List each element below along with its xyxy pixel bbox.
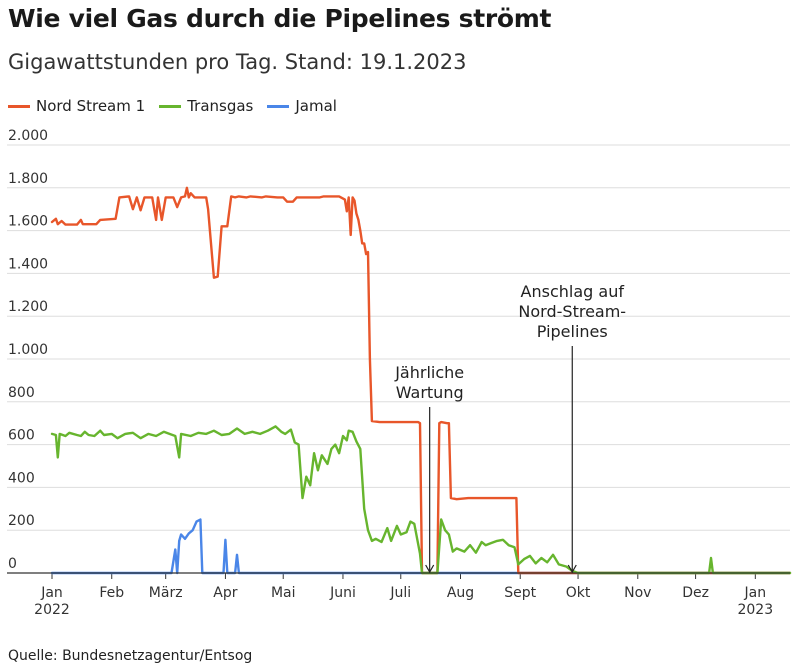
- legend-swatch-transgas: [159, 104, 182, 108]
- y-tick-label: 600: [8, 428, 35, 444]
- x-tick-label: Jan: [40, 585, 63, 601]
- source-note: Quelle: Bundesnetzagentur/Entsog: [8, 648, 253, 664]
- x-tick-label: Feb: [99, 585, 124, 601]
- x-tick-label: Nov: [624, 585, 651, 601]
- chart-title: Wie viel Gas durch die Pipelines strömt: [8, 4, 552, 33]
- legend-item-transgas: Transgas: [159, 97, 253, 115]
- line-chart: 0 200 400 600 800 1.000 1.200 1.400 1.600 1.800 2.…: [7, 128, 792, 618]
- y-tick-label: 1.200: [8, 299, 48, 315]
- annotation-arrow-head: [425, 564, 435, 574]
- series-line-transgas: [50, 425, 792, 575]
- x-tick-label: Juli: [389, 585, 411, 601]
- x-tick-label: Apr: [213, 585, 237, 601]
- legend: Nord Stream 1 Transgas Jamal: [8, 97, 337, 115]
- annotation-text: Pipelines: [537, 322, 608, 341]
- annotation-arrow-head: [567, 564, 577, 574]
- x-tick-label: März: [149, 585, 183, 601]
- annotation-text: Wartung: [396, 383, 464, 402]
- y-tick-label: 400: [8, 470, 35, 486]
- y-tick-label: 200: [8, 513, 35, 529]
- legend-item-nord-stream-1: Nord Stream 1: [8, 97, 145, 115]
- x-tick-label: Aug: [447, 585, 474, 601]
- legend-label-nord-stream-1: Nord Stream 1: [36, 97, 146, 115]
- legend-item-jamal: Jamal: [267, 97, 337, 115]
- annotation-text: Nord-Stream-: [518, 302, 626, 321]
- x-tick-label-year: 2022: [34, 602, 70, 618]
- series-line-nord-stream-1: [50, 186, 792, 575]
- x-tick-label: Mai: [271, 585, 296, 601]
- y-tick-label: 800: [8, 385, 35, 401]
- x-tick-label: Jan: [744, 585, 767, 601]
- x-tick-label: Sept: [504, 585, 536, 601]
- legend-swatch-nord-stream-1: [8, 104, 30, 108]
- y-tick-label: 0: [8, 556, 17, 572]
- y-tick-label: 1.400: [8, 256, 48, 272]
- chart-subtitle: Gigawattstunden pro Tag. Stand: 19.1.202…: [8, 50, 467, 74]
- legend-label-jamal: Jamal: [295, 97, 337, 115]
- y-tick-label: 1.000: [8, 342, 48, 358]
- y-tick-label: 2.000: [8, 128, 48, 144]
- annotation-text: Jährliche: [394, 363, 464, 382]
- legend-swatch-jamal: [267, 104, 290, 108]
- legend-label-transgas: Transgas: [187, 97, 254, 115]
- x-tick-label: Okt: [566, 585, 591, 601]
- y-tick-label: 1.800: [8, 171, 48, 187]
- x-tick-label: Juni: [329, 585, 356, 601]
- x-tick-label: Dez: [682, 585, 709, 601]
- x-tick-label-year: 2023: [737, 602, 773, 618]
- y-tick-label: 1.600: [8, 214, 48, 230]
- annotation-text: Anschlag auf: [521, 282, 625, 301]
